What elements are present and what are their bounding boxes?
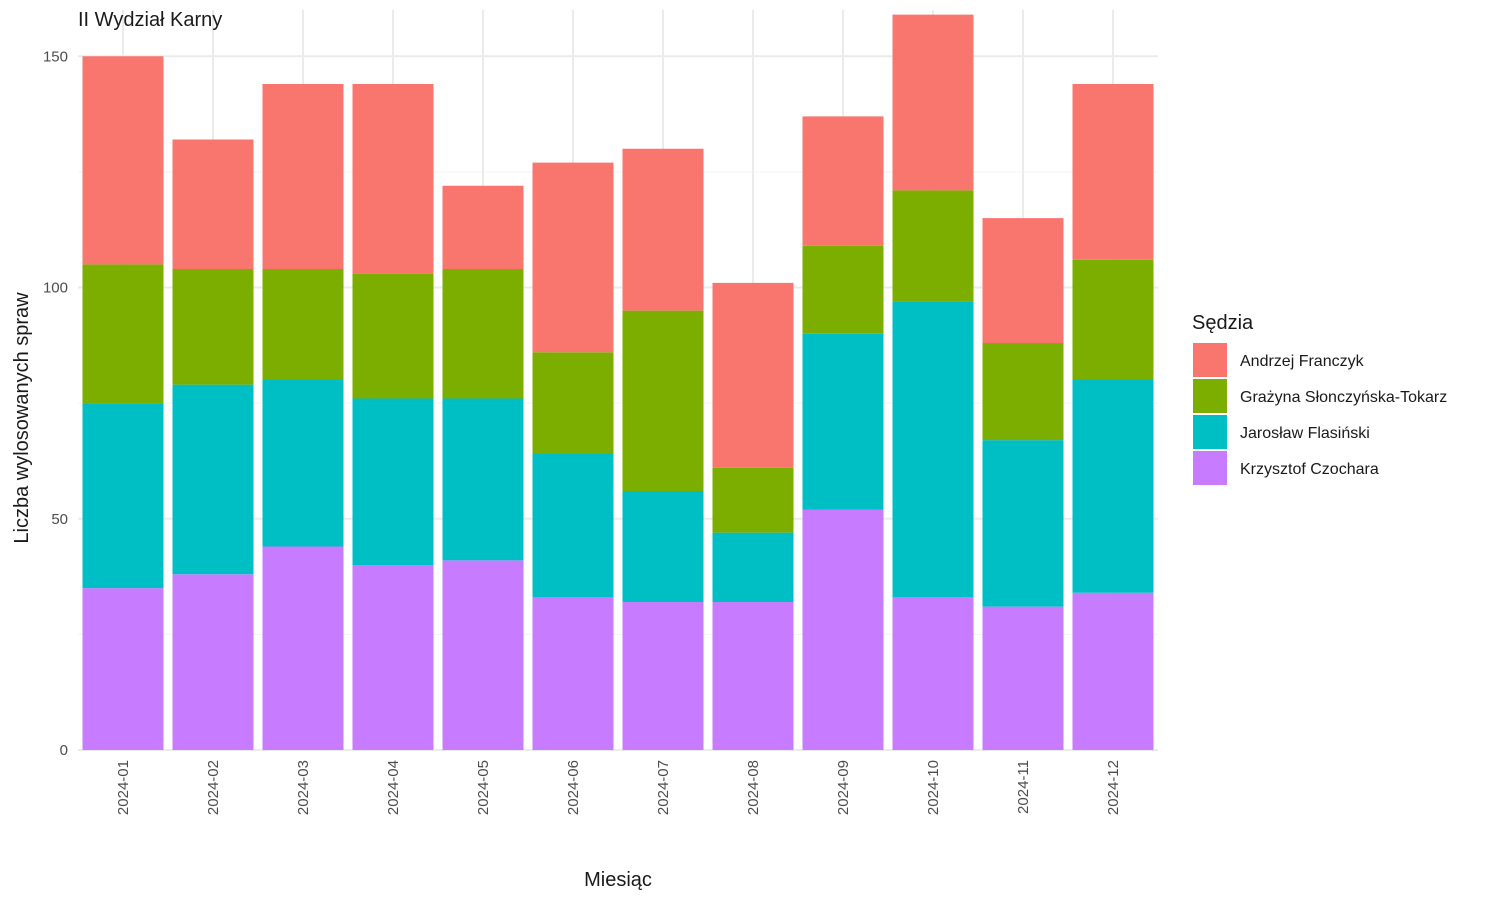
bar-segment [892,301,974,598]
bar-segment [1072,259,1154,380]
legend-swatch [1193,343,1227,377]
bar-segment [982,218,1064,343]
bar-segment [82,403,164,589]
bar-segment [442,185,524,269]
bar-segment [982,440,1064,607]
bar-segment [352,273,434,399]
legend-swatch [1193,451,1227,485]
x-tick-label: 2024-09 [835,760,852,815]
x-tick-label: 2024-01 [115,760,132,815]
bar-segment [172,269,254,385]
x-tick-label: 2024-08 [745,760,762,815]
bar-segment [82,588,164,750]
y-tick-label: 0 [60,742,68,759]
bar-segment [1072,592,1154,750]
bar-segment [172,574,254,750]
bar-segment [442,398,524,561]
bar-segment [1072,84,1154,260]
bar-segment [262,269,344,380]
x-tick-label: 2024-03 [295,760,312,815]
bar-segment [802,333,884,510]
bar-segment [712,282,794,468]
x-axis-title: Miesiąc [584,869,652,891]
legend-swatch [1193,379,1227,413]
legend-label: Grażyna Słonczyńska-Tokarz [1240,389,1447,406]
bar-segment [532,352,614,454]
bar-segment [532,597,614,750]
bar-segment [532,162,614,353]
x-tick-label: 2024-11 [1015,760,1032,814]
x-tick-label: 2024-12 [1105,760,1122,815]
bar-segment [532,454,614,598]
bar-segment [712,467,794,533]
bar-segment [442,560,524,750]
bar-segment [172,384,254,575]
y-axis-ticks: 0 50 100 150 [43,48,68,759]
legend-label: Krzysztof Czochara [1240,461,1379,478]
x-tick-label: 2024-07 [655,760,672,815]
bar-segment [892,597,974,750]
x-tick-label: 2024-10 [925,760,942,815]
bar-segment [982,606,1064,750]
bar-segment [352,565,434,750]
bar-segment [442,269,524,399]
bars [82,14,1154,750]
bar-segment [262,380,344,547]
legend-label: Andrzej Franczyk [1240,353,1365,370]
x-tick-label: 2024-02 [205,760,222,815]
x-axis-ticks: 2024-01 2024-02 2024-03 2024-04 2024-05 2024-… [115,760,1122,815]
bar-segment [1072,380,1154,593]
legend-swatch [1193,415,1227,449]
bar-segment [802,509,884,750]
bar-segment [622,310,704,491]
x-tick-label: 2024-06 [565,760,582,815]
bar-segment [352,398,434,565]
x-tick-label: 2024-05 [475,760,492,815]
bar-segment [892,190,974,302]
bar-segment [802,116,884,246]
legend: Sędzia Andrzej Franczyk Grażyna Słonczyńs… [1192,312,1447,485]
y-tick-label: 100 [43,280,68,297]
bar-segment [622,491,704,602]
x-tick-label: 2024-04 [385,760,402,815]
bar-segment [712,532,794,602]
bar-segment [982,343,1064,441]
legend-title: Sędzia [1192,312,1254,334]
bar-segment [622,602,704,750]
bar-segment [82,264,164,404]
bar-segment [82,56,164,265]
bar-segment [262,84,344,269]
legend-label: Jarosław Flasiński [1240,425,1370,442]
y-tick-label: 150 [43,48,68,65]
bar-segment [622,148,704,311]
bar-segment [172,139,254,269]
bar-segment [712,602,794,750]
bar-segment [262,546,344,750]
bar-segment [352,84,434,274]
chart-title: II Wydział Karny [78,9,222,31]
bar-segment [802,245,884,334]
y-tick-label: 50 [51,511,68,528]
y-axis-title: Liczba wylosowanych spraw [11,292,33,544]
bar-segment [892,14,974,191]
